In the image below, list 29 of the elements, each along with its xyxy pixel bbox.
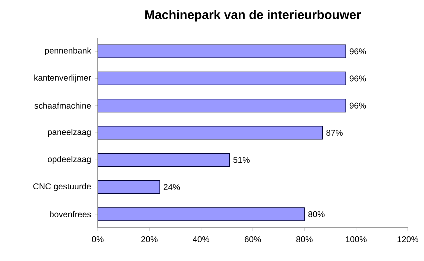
chart-title: Machinepark van de interieurbouwer — [146, 10, 362, 22]
y-tick-label: bovenfrees — [50, 211, 92, 218]
bar — [98, 126, 324, 140]
data-label: 51% — [234, 157, 250, 164]
bar — [98, 44, 346, 58]
bar — [98, 99, 346, 113]
data-label: 87% — [326, 130, 343, 136]
y-tick-label: kantenverlijmer — [34, 74, 92, 83]
y-tick-label: paneelzaag — [48, 129, 91, 137]
data-label: 24% — [164, 184, 180, 190]
y-tick-label: opdeelzaag — [48, 156, 91, 164]
data-label: 80% — [308, 211, 325, 218]
x-tick-label: 20% — [142, 236, 158, 243]
y-tick-label: pennenbank — [45, 48, 92, 56]
x-tick-label: 100% — [346, 236, 367, 243]
data-label: 96% — [350, 48, 366, 55]
x-tick-label: 40% — [193, 236, 210, 243]
x-tick-label: 60% — [244, 236, 262, 243]
x-tick-label: 120% — [398, 236, 419, 243]
bar — [98, 208, 305, 222]
x-tick-label: 80% — [296, 236, 313, 243]
x-tick-label: 0% — [92, 236, 104, 243]
data-label: 96% — [350, 102, 366, 109]
bar — [98, 153, 230, 167]
y-tick-label: CNC gestuurde — [34, 183, 92, 192]
y-tick-label: schaafmachine — [34, 102, 92, 109]
bar — [98, 180, 160, 194]
bar — [98, 72, 346, 86]
data-label: 96% — [350, 76, 366, 82]
